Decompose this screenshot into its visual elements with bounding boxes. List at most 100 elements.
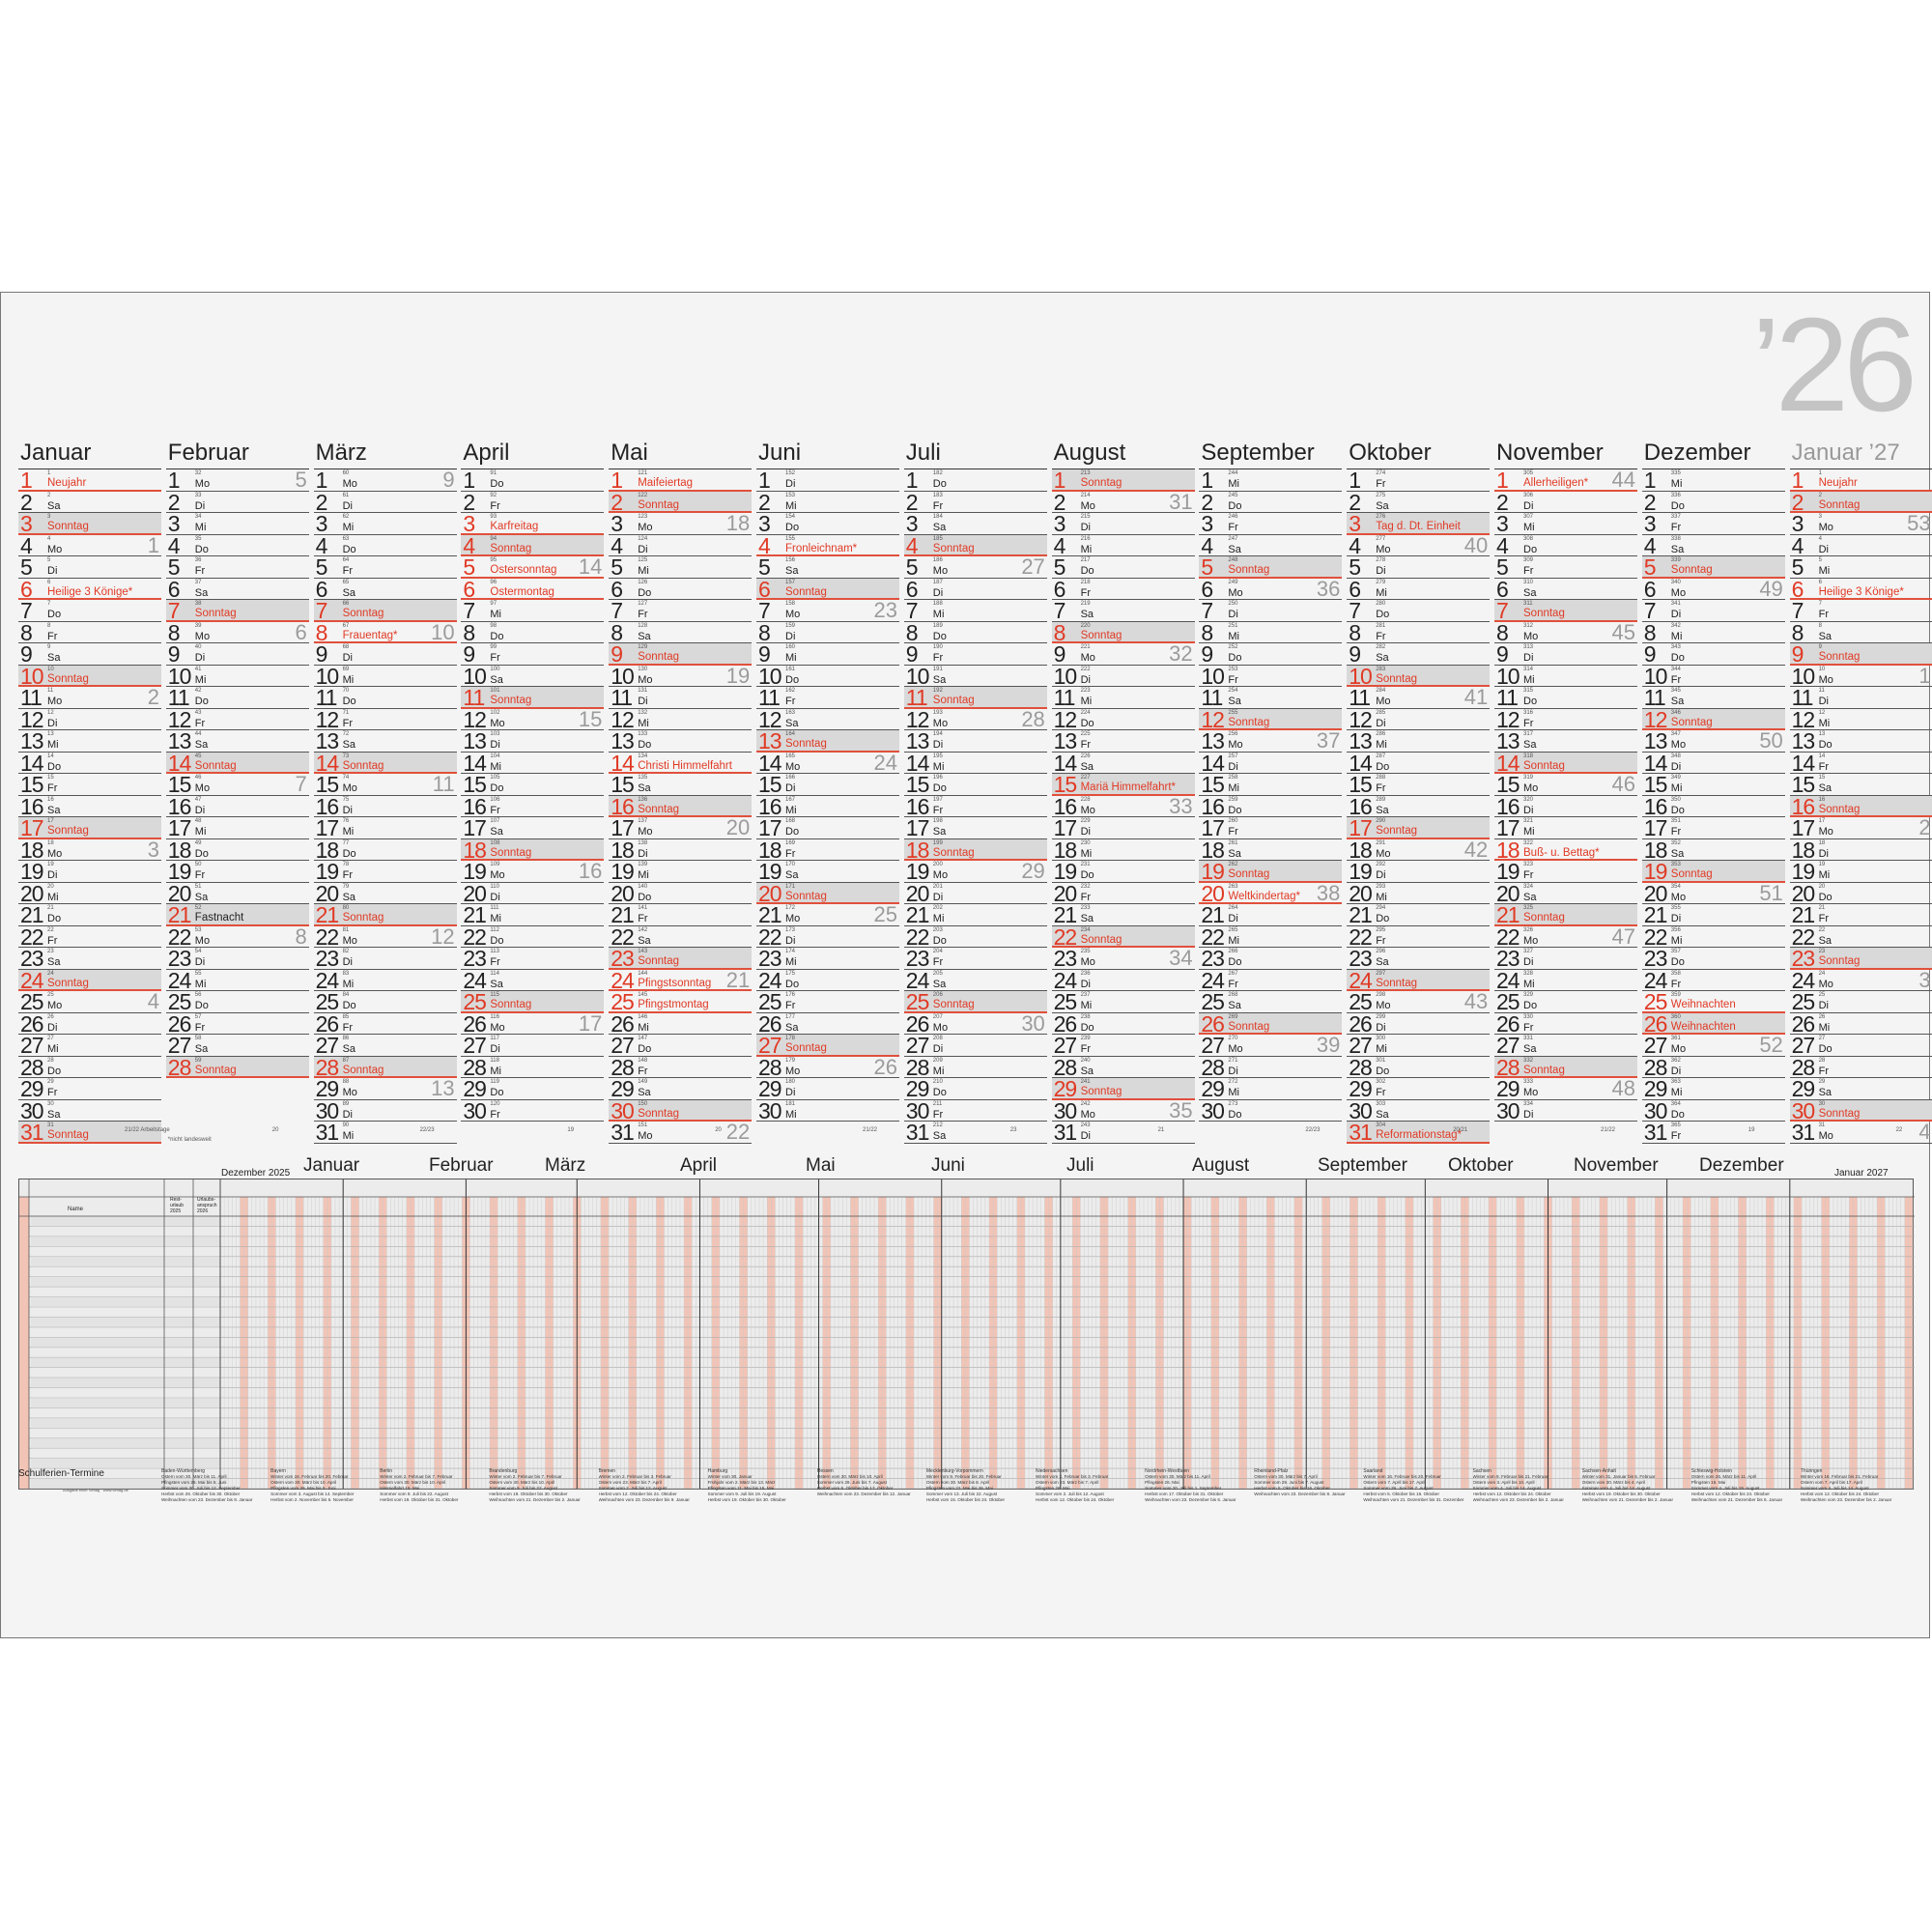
- month-name: Februar: [167, 440, 249, 466]
- weekday: Mo: [342, 478, 357, 490]
- day-number: 19: [1201, 861, 1225, 883]
- day-row: 27 361 Mo 52: [1641, 1035, 1785, 1057]
- day-number: 14: [1643, 752, 1668, 774]
- day-row: 2 122 Sonntag: [609, 491, 753, 513]
- weekday: Mo: [1080, 1108, 1095, 1121]
- day-number: 23: [167, 948, 192, 970]
- day-row: 27 331 Sa: [1494, 1035, 1637, 1057]
- day-row: 12 163 Sa: [756, 709, 899, 730]
- day-row: 14 348 Di: [1641, 752, 1785, 774]
- state-holiday-line: Ostern vom 23. März bis 7. April: [598, 1480, 662, 1485]
- day-of-year: 314: [1523, 666, 1534, 672]
- day-number: 27: [1496, 1035, 1520, 1057]
- day-number: 9: [1053, 643, 1066, 666]
- weekday: Di: [1523, 804, 1534, 816]
- day-number: 11: [1496, 687, 1519, 709]
- day-row: 13 103 Di: [461, 730, 605, 753]
- weekday: Fr: [1670, 522, 1682, 533]
- day-of-year: 74: [342, 775, 350, 781]
- weekday: Sa: [1670, 847, 1685, 860]
- day-of-year: 1: [47, 470, 51, 476]
- weekday: Mi: [490, 1065, 501, 1077]
- day-row: 18 77 Do: [313, 838, 457, 861]
- day-row: 22 81 Mo 12: [313, 926, 457, 948]
- week-number: 34: [1169, 948, 1193, 970]
- day-row: 24 205 Sa: [903, 970, 1047, 991]
- weekday: Do: [342, 543, 356, 555]
- day-number: 17: [1643, 817, 1668, 839]
- weekday: Sa: [490, 978, 503, 990]
- state-holiday-line: Sommer vom 13. Juli bis 22. August: [925, 1492, 998, 1496]
- day-of-year: 111: [490, 905, 499, 911]
- day-row: 1 1 Neujahr: [1789, 469, 1932, 492]
- day-of-year: 311: [1523, 601, 1533, 607]
- weekday: Fr: [1670, 673, 1682, 686]
- day-number: 11: [1201, 687, 1223, 709]
- day-row: 12 43 Fr: [165, 708, 309, 730]
- day-number: 21: [315, 904, 340, 926]
- weekday: Sa: [1376, 956, 1389, 968]
- day-of-year: 108: [490, 839, 500, 846]
- week-number: 50: [1759, 730, 1783, 753]
- state-holiday-line: Winter vom 9. Februar bis 21. Februar: [1472, 1474, 1548, 1479]
- day-of-year: 1: [1818, 470, 1822, 476]
- day-row: 20 354 Mo 51: [1641, 883, 1785, 904]
- weekday: Sa: [194, 586, 209, 599]
- weekday: Fr: [785, 847, 796, 860]
- day-of-year: 2: [1818, 492, 1822, 498]
- day-row: 12 102 Mo 15: [461, 709, 605, 730]
- day-of-year: 25: [47, 992, 54, 998]
- day-number: 5: [463, 556, 475, 579]
- day-number: 8: [1496, 621, 1509, 643]
- day-number: 2: [1201, 491, 1213, 513]
- day-of-year: 246: [1228, 514, 1238, 520]
- weekday: Mi: [1818, 869, 1831, 881]
- day-of-year: 104: [490, 753, 500, 759]
- weekday: Sa: [342, 739, 356, 751]
- day-row: 31 90 Mi: [313, 1122, 457, 1144]
- day-of-year: 268: [1228, 992, 1238, 998]
- state-holidays: Thüringen Winter vom 16. Februar bis 21. …: [1801, 1468, 1906, 1503]
- weekday: Mi: [785, 652, 797, 664]
- day-label: Sonntag: [490, 846, 532, 859]
- weekday: Fr: [1670, 826, 1682, 838]
- state-name: Brandenburg: [489, 1468, 518, 1474]
- day-number: 6: [20, 578, 33, 600]
- day-number: 25: [1349, 991, 1373, 1013]
- weekday: Fr: [47, 1087, 58, 1098]
- day-row: 21 294 Do: [1347, 904, 1491, 926]
- day-number: 13: [463, 730, 487, 753]
- day-number: 12: [167, 708, 192, 730]
- state-holiday-line: Herbst vom 19. Oktober bis 30. Oktober: [1581, 1492, 1661, 1496]
- day-of-year: 261: [1228, 839, 1238, 846]
- state-holiday-line: Weihnachten vom 23. Dezember bis 12. Jan…: [816, 1492, 911, 1496]
- day-row: 6 96 Ostermontag: [461, 579, 605, 600]
- day-number: 18: [315, 838, 340, 861]
- day-row: 2 214 Mo 31: [1051, 492, 1195, 513]
- day-number: 13: [758, 730, 782, 753]
- day-of-year: 359: [1670, 992, 1681, 998]
- day-number: 1: [20, 469, 33, 492]
- day-of-year: 226: [1080, 753, 1091, 759]
- day-number: 22: [905, 925, 930, 948]
- day-of-year: 25: [1818, 992, 1826, 998]
- day-row: 23 174 Mi: [756, 948, 899, 970]
- weekday: Di: [1523, 499, 1534, 512]
- day-number: 6: [611, 578, 623, 600]
- day-of-year: 318: [1523, 753, 1534, 759]
- day-of-year: 38: [194, 601, 202, 607]
- day-of-year: 12: [1818, 709, 1826, 716]
- weekday: Sa: [342, 891, 356, 903]
- weekday: Fr: [1228, 522, 1238, 533]
- state-holiday-line: Herbst vom 26. Oktober bis 30. Oktober: [161, 1492, 241, 1496]
- day-row: 25 84 Do: [313, 991, 457, 1013]
- day-of-year: 33: [194, 492, 202, 498]
- day-number: 3: [20, 513, 33, 535]
- day-number: 21: [463, 904, 487, 926]
- weekday: Di: [490, 739, 500, 751]
- day-of-year: 300: [1376, 1036, 1386, 1041]
- day-number: 24: [1053, 969, 1078, 991]
- weekday: Fr: [47, 934, 58, 947]
- day-row: 5 248 Sonntag: [1199, 556, 1343, 579]
- day-of-year: 19: [1818, 862, 1826, 867]
